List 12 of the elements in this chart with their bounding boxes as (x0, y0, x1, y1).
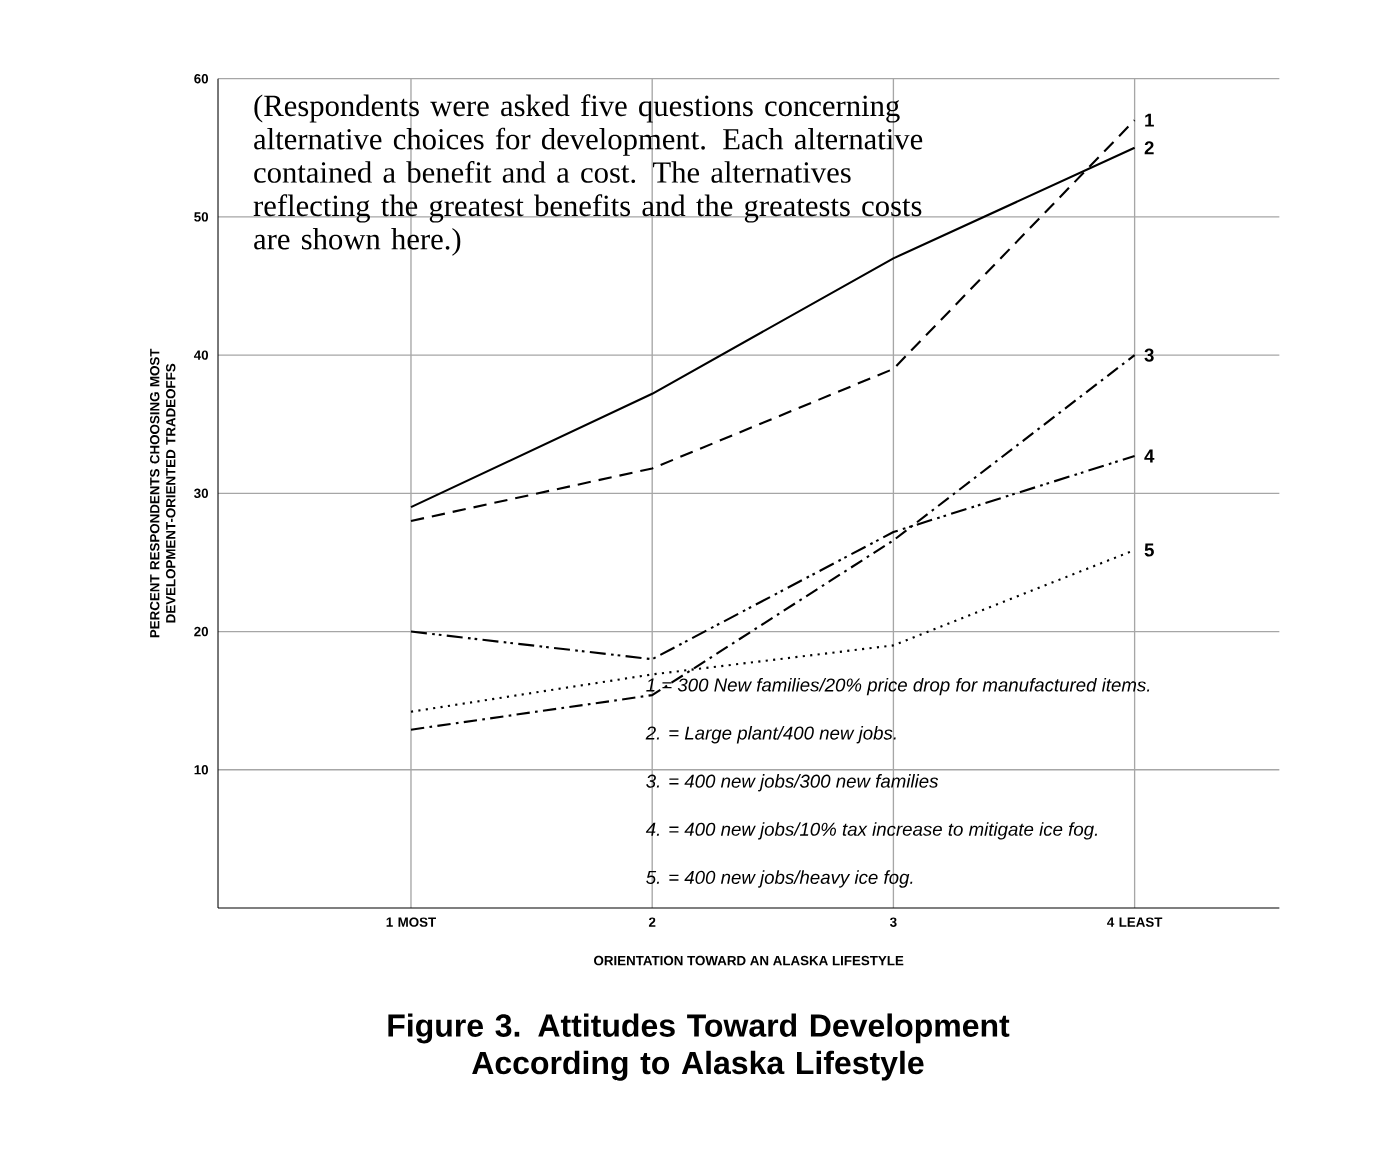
series-label: 5 (1144, 543, 1154, 557)
annotation: (Respondents were asked five questions concerning alternative choices for development. Each alternative contained a benefit and a cost. The alternatives reflecting the greatest benefits and the greatests costs are shown here.) (253, 94, 923, 256)
annotation: 1 = 300 New families/20% price drop for manufactured items. (646, 677, 1150, 696)
annotation: 5. = 400 new jobs/heavy ice fog. (646, 870, 913, 888)
series-label: 1 (1145, 113, 1154, 127)
text: Figure 3. Attitudes Toward Development According to Alaska Lifestyle (388, 1013, 1010, 1081)
series-label: 2 (1144, 141, 1154, 155)
annotation: 2. = Large plant/400 new jobs. (645, 725, 896, 744)
annotation: 3. = 400 new jobs/300 new families (646, 774, 939, 792)
annotation: 4. = 400 new jobs/10% tax increase to mitigate ice fog. (645, 822, 1097, 840)
series-label: 3 (1144, 348, 1154, 362)
series-label: 4 (1144, 449, 1155, 463)
